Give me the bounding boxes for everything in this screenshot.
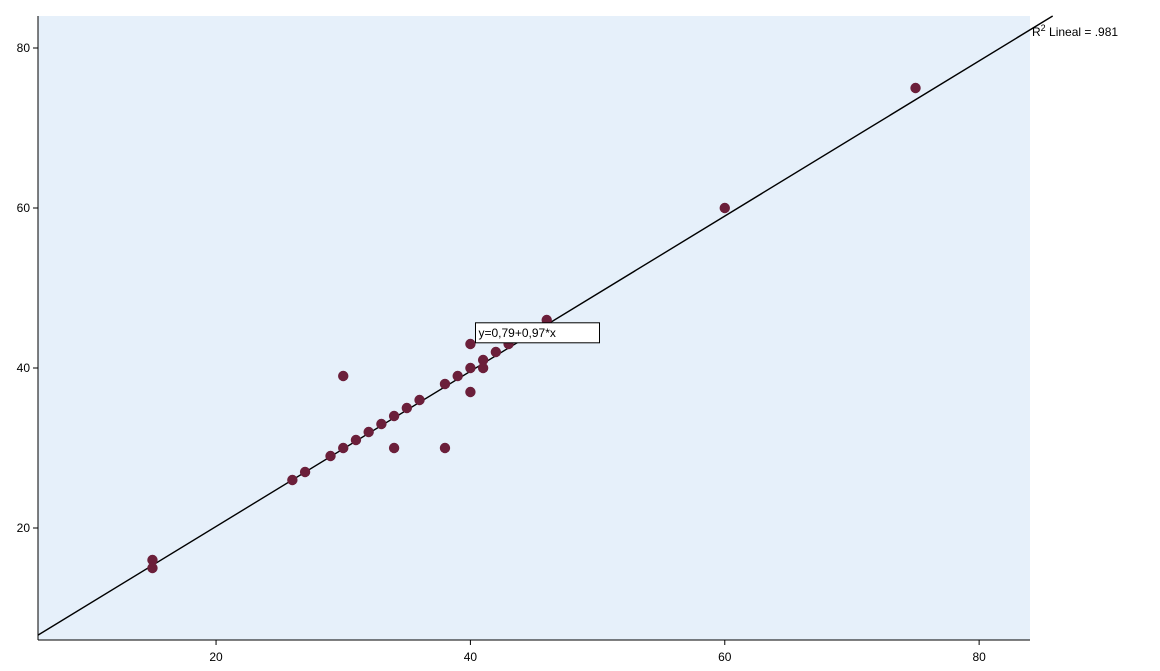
data-point — [388, 442, 400, 454]
x-tick-label: 20 — [209, 650, 223, 664]
x-tick-label: 60 — [718, 650, 732, 664]
data-point — [414, 394, 425, 406]
y-tick-label: 20 — [17, 521, 31, 535]
y-tick-label: 40 — [17, 361, 31, 375]
data-point — [338, 442, 349, 454]
annotations: y=0,79+0,97*x R2 Lineal = .981 — [474, 23, 1118, 344]
data-point — [452, 370, 463, 382]
equation-label: y=0,79+0,97*x — [478, 326, 555, 340]
x-tick-label: 80 — [972, 650, 986, 664]
data-point — [477, 354, 489, 366]
data-point — [439, 442, 451, 454]
data-point — [401, 402, 413, 414]
data-point — [477, 362, 489, 374]
r-squared-label: R2 Lineal = .981 — [1032, 23, 1118, 39]
equation-label-box — [474, 322, 600, 344]
data-point — [147, 562, 158, 574]
r-squared-superscript: 2 — [1041, 23, 1046, 33]
data-point — [910, 82, 921, 94]
data-point — [439, 378, 451, 390]
data-point — [350, 434, 362, 446]
y-tick-label: 80 — [17, 41, 31, 55]
data-point — [287, 474, 298, 486]
r-squared-value: Lineal = .981 — [1046, 25, 1119, 39]
data-point — [325, 450, 336, 462]
data-point — [465, 338, 476, 350]
data-point — [465, 386, 476, 398]
y-tick-label: 60 — [17, 201, 31, 215]
data-point — [388, 410, 400, 422]
data-point — [376, 418, 387, 430]
axes: 20 40 60 80 20 40 60 80 — [17, 16, 1030, 664]
data-point — [465, 362, 476, 374]
x-tick-label: 40 — [464, 650, 478, 664]
data-point — [147, 554, 158, 566]
data-point — [363, 426, 374, 438]
data-point — [719, 202, 730, 214]
r-squared-prefix: R — [1032, 25, 1041, 39]
data-point — [338, 370, 349, 382]
data-point — [490, 346, 502, 358]
data-point — [299, 466, 311, 478]
